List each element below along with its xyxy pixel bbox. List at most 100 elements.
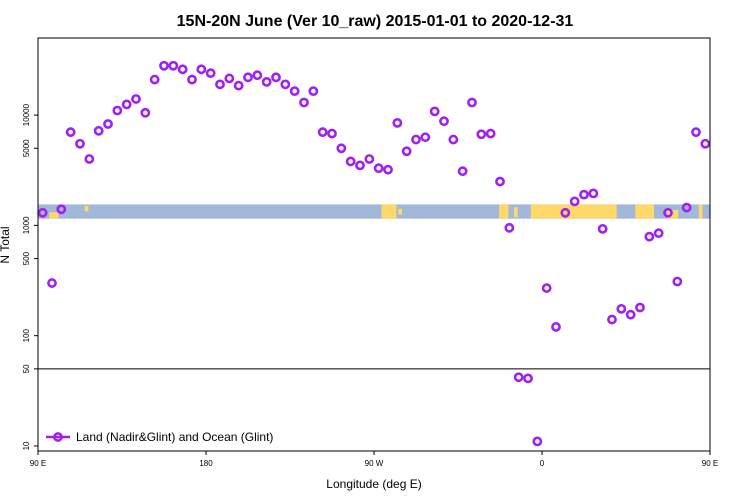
data-point: [317, 127, 328, 138]
x-tick-label: 90 E: [30, 459, 46, 468]
data-point: [364, 154, 375, 164]
data-point: [532, 436, 543, 447]
legend-label: Land (Nadir&Glint) and Ocean (Glint): [76, 430, 273, 444]
y-tick-label: 10: [22, 441, 31, 450]
data-point: [47, 278, 57, 288]
data-point: [420, 132, 431, 143]
y-tick-label: 50: [22, 364, 31, 373]
y-axis-ticks: 10 50 100 500 1000 5000 10000: [22, 103, 38, 450]
data-point: [467, 97, 477, 108]
data-point: [560, 207, 571, 218]
map-land-5: [514, 207, 518, 218]
data-point: [476, 129, 487, 140]
x-axis-label: Longitude (deg E): [326, 477, 421, 491]
data-point: [84, 154, 95, 164]
data-point: [308, 86, 319, 97]
data-point: [448, 134, 459, 145]
y-tick-label: 500: [22, 251, 31, 265]
map-land-2: [381, 204, 397, 219]
data-point: [401, 146, 412, 157]
data-points: [37, 60, 711, 447]
data-point: [383, 164, 393, 175]
data-point: [588, 188, 599, 199]
data-point: [327, 128, 337, 139]
chart-title: 15N-20N June (Ver 10_raw) 2015-01-01 to …: [177, 13, 574, 30]
legend-marker: [53, 432, 63, 442]
data-point: [205, 68, 216, 79]
data-point: [289, 86, 300, 97]
y-tick-label: 5000: [22, 139, 31, 157]
x-axis-ticks: 90 E 180 90 W 0 90 E: [30, 451, 718, 468]
data-point: [215, 79, 225, 90]
data-point: [93, 125, 104, 136]
map-land-6: [530, 204, 617, 219]
data-point: [224, 73, 235, 84]
data-point: [261, 76, 272, 87]
map-land-7: [635, 204, 654, 219]
data-point: [75, 138, 85, 149]
data-point: [271, 72, 281, 83]
data-point: [131, 94, 141, 104]
y-tick-label: 1000: [22, 216, 31, 234]
data-point: [691, 127, 701, 138]
data-point: [373, 163, 384, 174]
data-point: [653, 228, 664, 239]
data-point: [336, 143, 347, 154]
data-point: [616, 303, 627, 314]
data-point: [103, 119, 113, 129]
x-tick-label: 90 E: [702, 459, 718, 468]
data-point: [513, 372, 524, 383]
data-point: [672, 276, 683, 287]
legend: Land (Nadir&Glint) and Ocean (Glint): [46, 430, 273, 444]
data-point: [523, 373, 533, 384]
x-tick-label: 180: [199, 459, 213, 468]
map-land-0: [49, 212, 59, 219]
data-point: [121, 99, 132, 110]
data-point: [607, 314, 617, 325]
map-band: [38, 204, 710, 219]
data-point: [392, 117, 403, 128]
map-land-1: [84, 205, 89, 212]
data-point: [411, 134, 421, 145]
data-point: [681, 202, 692, 213]
data-point: [429, 106, 440, 117]
data-point: [439, 116, 449, 127]
data-point: [457, 166, 468, 177]
data-point: [56, 204, 67, 215]
data-point: [187, 74, 197, 85]
data-point: [485, 128, 496, 139]
data-point: [177, 64, 188, 75]
x-tick-label: 90 W: [365, 459, 384, 468]
data-point: [252, 70, 263, 81]
data-point: [345, 156, 356, 167]
data-point: [299, 97, 309, 108]
data-point: [625, 309, 636, 320]
data-point: [243, 72, 253, 83]
data-point: [168, 60, 179, 71]
data-point: [280, 79, 291, 90]
data-point: [663, 207, 673, 218]
data-point: [196, 64, 207, 75]
data-point: [149, 74, 160, 85]
map-land-3: [398, 208, 402, 215]
data-point: [644, 231, 655, 242]
data-point: [355, 160, 365, 171]
data-point: [37, 207, 48, 218]
data-point: [112, 105, 123, 116]
data-point: [700, 138, 711, 149]
map-land-4: [499, 204, 509, 219]
y-tick-label: 100: [22, 328, 31, 342]
y-axis-label: N Total: [0, 226, 12, 263]
data-point: [551, 322, 561, 332]
data-point: [159, 60, 169, 71]
data-point: [597, 223, 608, 234]
data-point: [233, 80, 244, 91]
data-point: [495, 176, 505, 187]
data-point: [140, 107, 151, 118]
x-tick-label: 0: [540, 459, 545, 468]
map-land-8: [667, 210, 679, 219]
data-point: [65, 127, 76, 138]
data-point: [579, 189, 589, 200]
